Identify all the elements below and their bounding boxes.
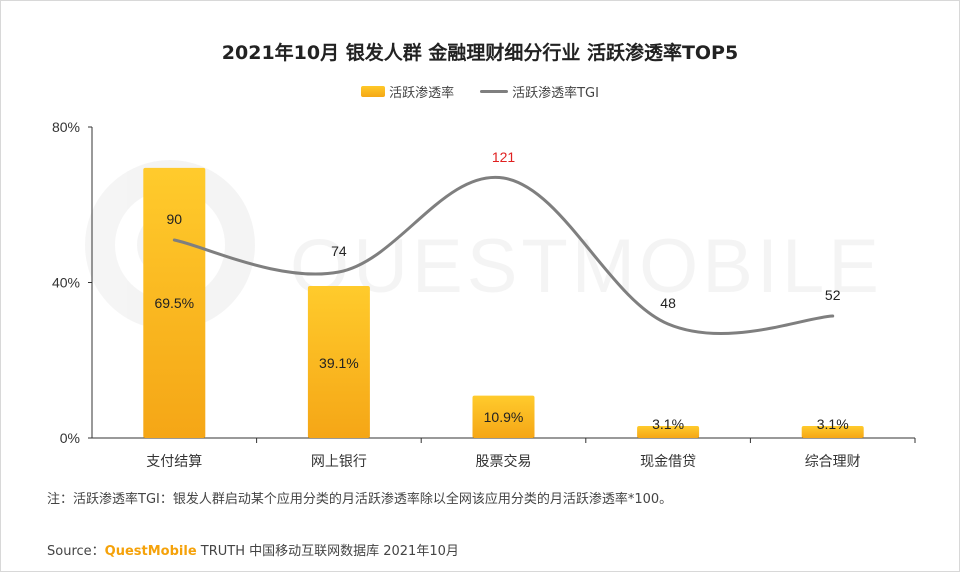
watermark-text: QUESTMOBILE	[290, 224, 883, 309]
tgi-value-label: 52	[825, 287, 841, 303]
y-tick-label: 0%	[60, 430, 80, 446]
chart-title: 2021年10月 银发人群 金融理财细分行业 活跃渗透率TOP5	[221, 42, 739, 64]
footnote: 注：活跃渗透率TGI：银发人群启动某个应用分类的月活跃渗透率除以全网该应用分类的…	[47, 492, 673, 507]
tgi-value-label: 90	[167, 211, 183, 227]
x-tick-label: 综合理财	[805, 454, 861, 470]
bar	[637, 425, 700, 438]
tgi-value-label: 48	[660, 295, 676, 311]
bar	[472, 395, 535, 438]
x-tick-label: 现金借贷	[640, 454, 696, 470]
watermark-group: QUESTMOBILE	[85, 160, 883, 330]
bar-value-label: 3.1%	[652, 416, 684, 432]
x-tick-label: 股票交易	[476, 453, 532, 470]
legend: 活跃渗透率 活跃渗透率TGI	[0, 82, 960, 101]
source-line: Source：QuestMobile TRUTH 中国移动互联网数据库 2021…	[47, 540, 459, 559]
x-tick-label: 支付结算	[146, 454, 202, 470]
legend-line-swatch	[480, 90, 509, 93]
tgi-value-label: 121	[492, 149, 516, 165]
tgi-line-path	[172, 175, 835, 336]
bars-group	[143, 167, 864, 438]
x-tick-label: 网上银行	[311, 454, 367, 470]
bar-value-label: 10.9%	[484, 409, 524, 425]
legend-bar-swatch	[361, 86, 386, 97]
data-labels-group: 69.5% 39.1% 10.9% 3.1% 3.1% 90 74 121 48 52	[154, 149, 848, 432]
bar	[307, 285, 370, 438]
y-tick-label: 80%	[52, 119, 80, 135]
axes-group: 0% 40% 80% 支付结算 网上银行 股票交易 现金借贷 综合理财	[52, 119, 916, 470]
source-prefix: Source：	[47, 544, 105, 559]
bar	[801, 425, 864, 438]
tgi-line-group	[172, 175, 835, 336]
y-tick-label: 40%	[52, 275, 80, 291]
bar-value-label: 69.5%	[154, 295, 194, 311]
bar-value-label: 39.1%	[319, 355, 359, 371]
bar	[143, 167, 206, 438]
source-rest: TRUTH 中国移动互联网数据库 2021年10月	[196, 544, 459, 559]
legend-item-line: 活跃渗透率TGI	[480, 82, 599, 101]
legend-bar-label: 活跃渗透率	[389, 86, 455, 101]
legend-line-label: 活跃渗透率TGI	[512, 86, 599, 101]
bar-value-label: 3.1%	[817, 416, 849, 432]
tgi-value-label: 74	[331, 243, 347, 259]
legend-item-bar: 活跃渗透率	[361, 82, 454, 101]
source-brand: QuestMobile	[104, 544, 197, 559]
